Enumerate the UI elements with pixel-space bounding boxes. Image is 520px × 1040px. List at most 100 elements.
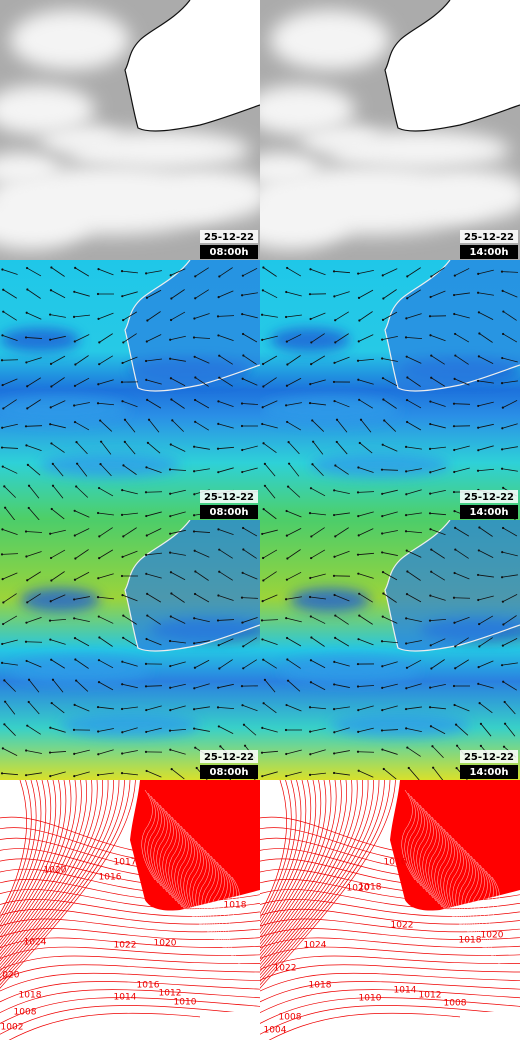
arrow-head [122,614,125,617]
wind-arrow [334,400,350,408]
wind-arrow [502,400,518,408]
wind-arrow [25,641,43,643]
wind-arrow [431,377,445,387]
time-box [200,245,258,259]
land-contour [437,825,452,917]
wind-arrow [262,355,278,365]
isobar-label: 1022 [391,921,414,931]
arrow-head [240,424,244,428]
wind-arrow [336,419,348,433]
wind-arrow [242,378,258,386]
isobar-label: 1012 [419,991,442,1001]
wind-arrow [242,445,258,451]
arrow-head [0,661,4,664]
isobar [260,780,374,976]
arrow-head [146,592,149,595]
arrow-head [96,705,100,709]
wind-arrow [407,267,421,277]
land-contour [455,843,470,935]
wind-arrow [478,311,494,321]
arrow-head [380,729,384,732]
wind-arrow [502,638,518,646]
arrow-head [120,381,124,384]
wind-arrow [218,467,234,473]
wind-arrow [4,680,16,692]
arrow-head [193,470,196,473]
wind-arrow [122,291,138,297]
arrow-head [285,774,288,778]
arrow-head [97,730,100,733]
arrow-head [97,486,101,490]
wind-arrow [261,750,279,754]
arrow-head [218,275,221,278]
wind-arrow [406,356,422,364]
arrow-head [194,746,197,749]
wind-arrow [26,267,42,277]
land-contour [482,870,497,962]
arrow-head [453,377,456,381]
wind-arrow [50,529,66,535]
arrow-head [478,526,481,529]
arrow-head [145,466,148,469]
wind-arrow [171,593,185,603]
wind-arrow [122,661,138,667]
land-contour [419,807,434,899]
wind-arrow [76,463,88,477]
arrow-head [73,578,77,581]
arrow-head [73,340,76,343]
wind-arrow [146,379,162,385]
wind-arrow [2,662,18,666]
arrow-head [429,725,433,728]
wind-arrow [26,750,42,754]
wind-arrow [501,271,519,273]
wind-arrow [98,549,114,559]
wind-arrow [218,290,234,298]
wind-arrow [455,724,469,736]
land-contour [219,867,234,959]
arrow-head [285,290,288,294]
date-label: 25-12-22 [464,752,514,763]
arrow-head [478,622,481,626]
arrow-head [195,766,198,770]
wind-arrow [122,489,138,495]
wind-arrow [146,334,162,342]
isobar [0,780,52,934]
arrow-head [261,638,264,641]
arrow-head [74,557,77,560]
arrow-head [333,555,336,558]
arrow-head [358,614,361,617]
wind-arrow [358,334,374,342]
arrow-head [357,572,360,575]
arrow-head [24,774,28,777]
wind-arrow [359,311,373,321]
arrow-head [49,313,52,316]
wind-arrow [358,727,374,733]
land-contour [431,819,446,911]
arrow-head [121,731,124,734]
arrow-head [284,728,288,732]
arrow-head [168,468,172,471]
arrow-head [381,515,384,518]
arrow-head [286,363,289,366]
wind-arrow [74,334,90,342]
arrow-head [216,706,220,709]
isobar [260,780,307,931]
isobar [260,955,520,970]
wind-arrow [194,728,210,732]
wind-arrow [264,485,276,499]
wind-arrow [405,530,423,534]
isobar [260,780,353,962]
wind-arrow [3,399,17,409]
wind-band [20,588,100,612]
wind-arrow [170,529,186,535]
arrow-head [477,666,480,669]
wind-arrow [146,270,162,274]
arrow-head [262,266,265,269]
arrow-head [309,383,312,386]
arrow-head [405,617,408,620]
wind-arrow [100,441,112,455]
arrow-head [242,645,245,648]
wind-arrow [430,467,446,473]
wind-arrow [194,706,210,710]
arrow-head [218,376,221,379]
